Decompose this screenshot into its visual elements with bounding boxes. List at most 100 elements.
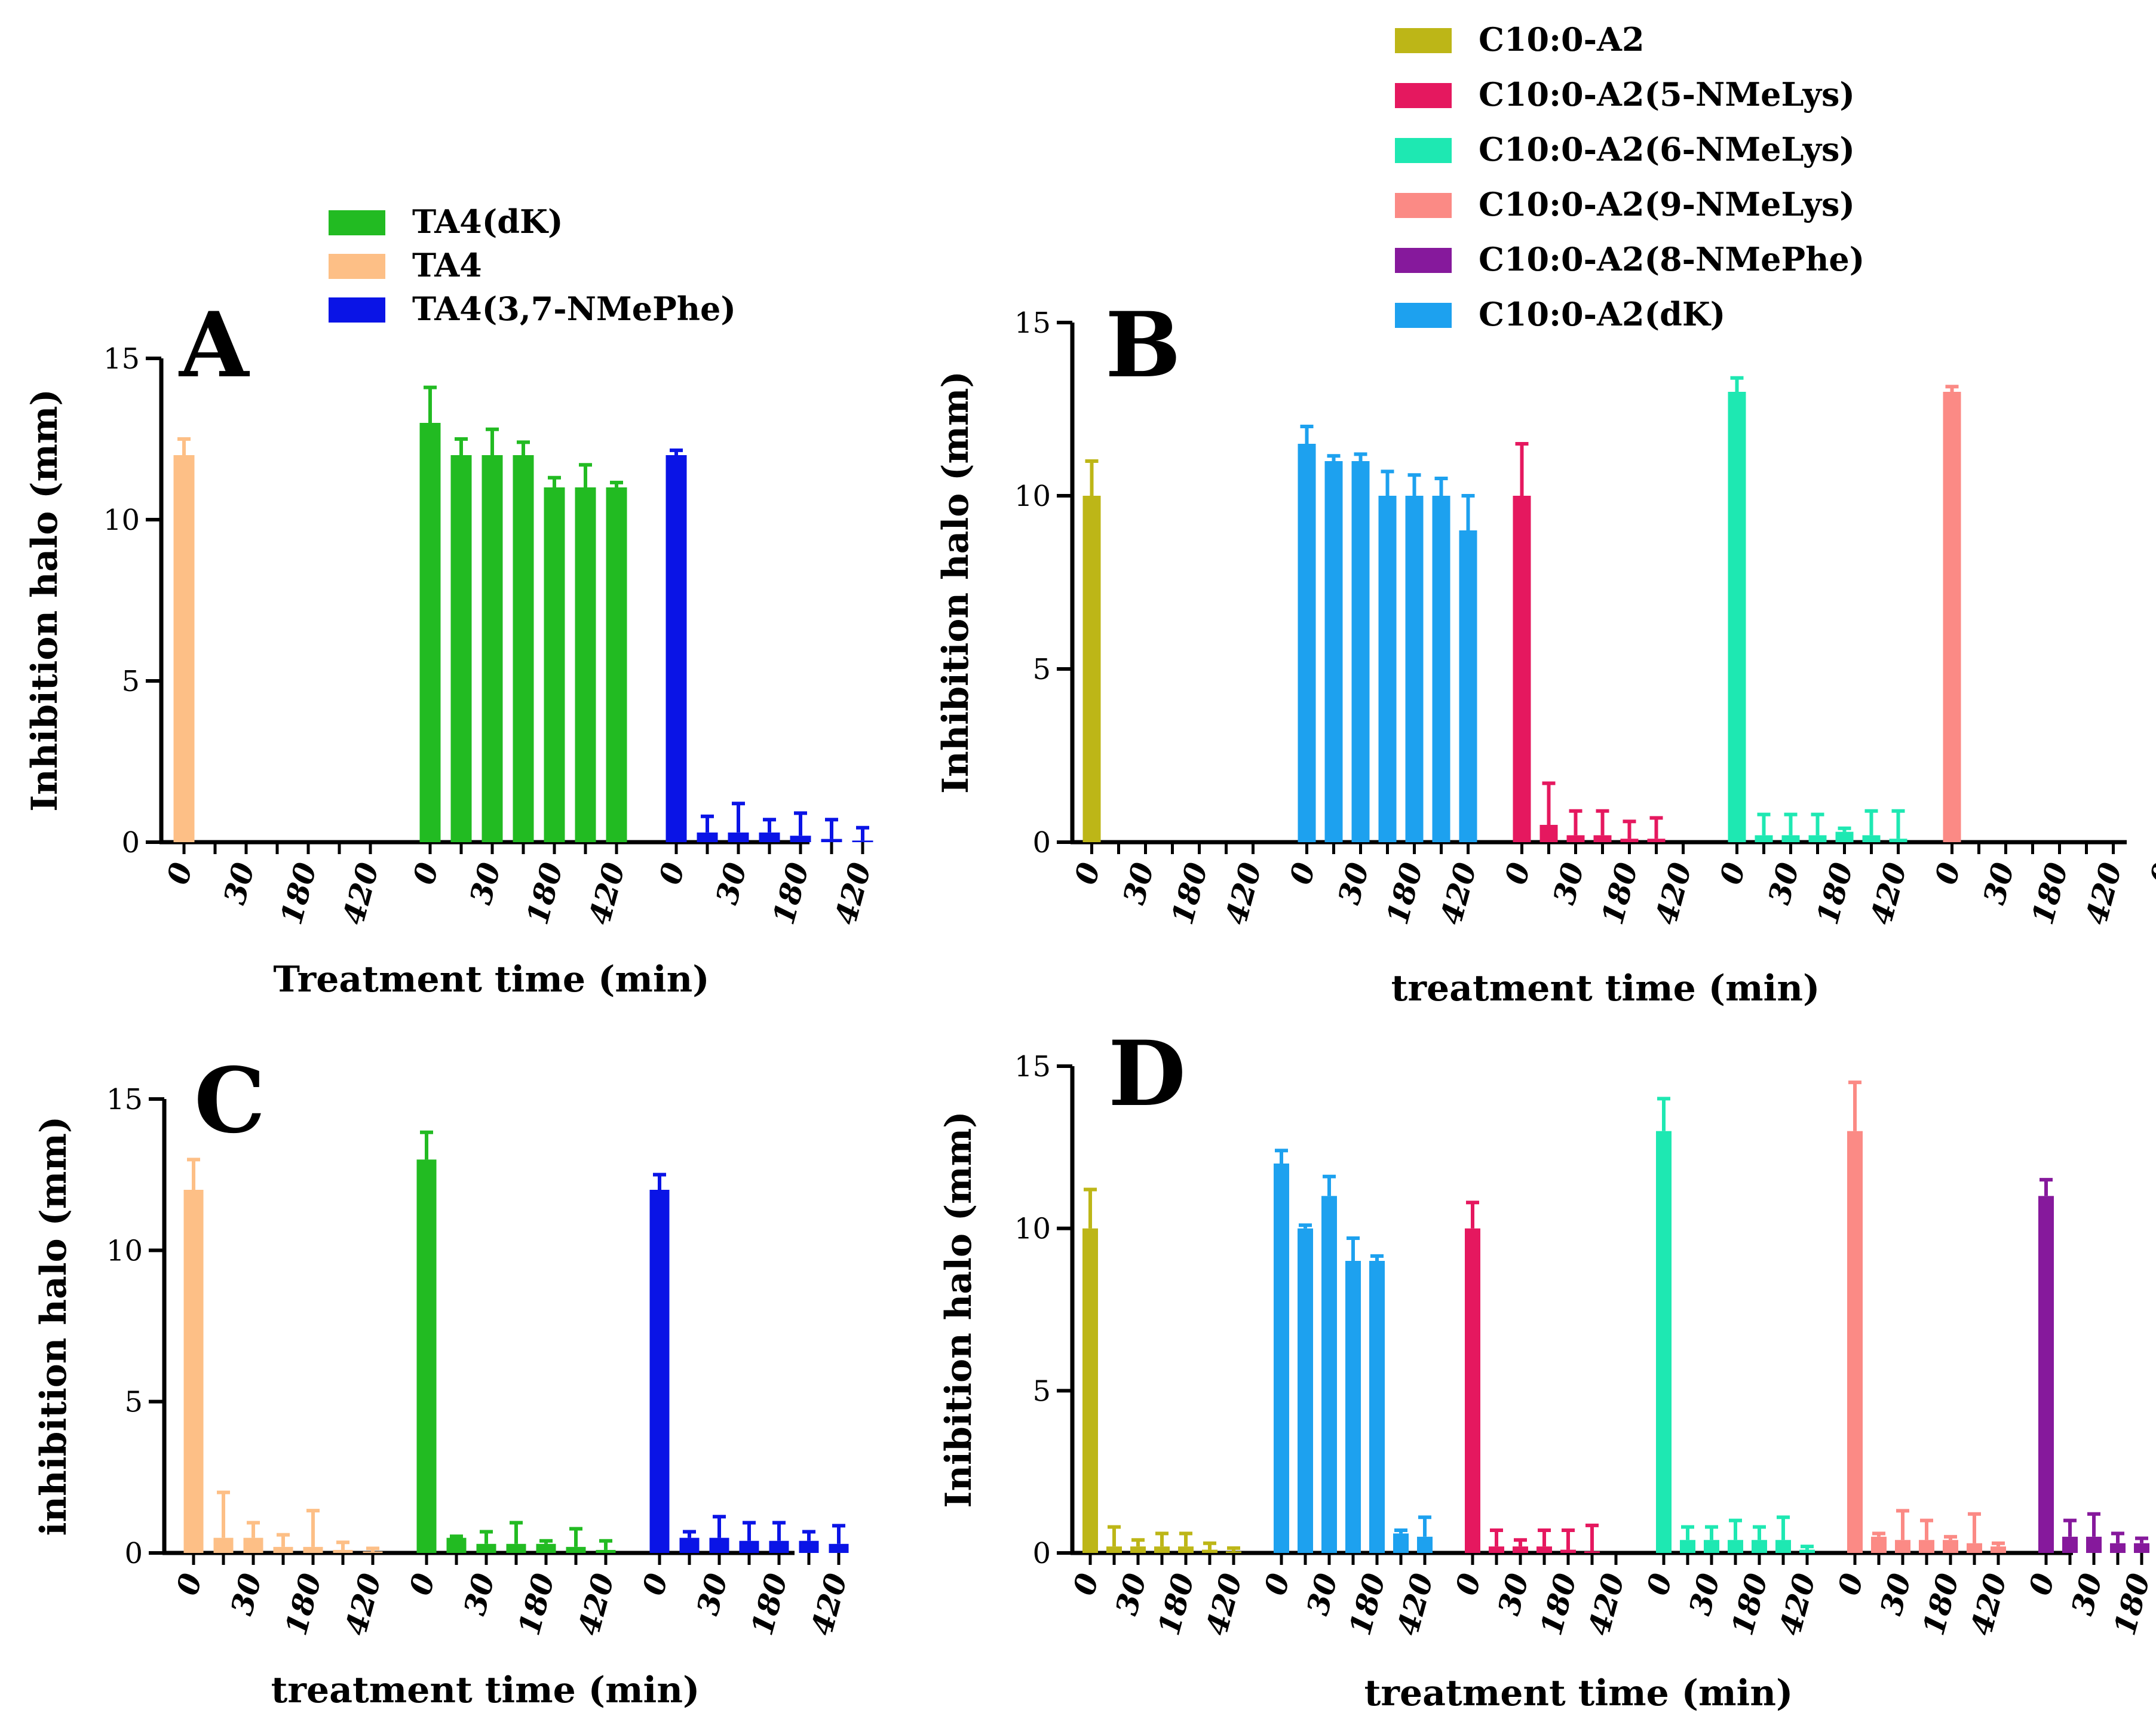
bar [1943,1540,1958,1553]
legend-swatch [1395,28,1452,53]
y-tick-label: 0 [1032,1537,1051,1570]
bar [363,1551,383,1553]
bar [213,1537,234,1553]
x-tick-label: 420 [1772,1570,1823,1639]
x-tick-label: 30 [1682,1570,1727,1619]
bar [1351,461,1370,842]
x-tick-label: 30 [2065,1570,2109,1619]
series-c10-0-a2 [1082,1187,1241,1553]
x-tick-label: 30 [1546,859,1591,908]
y-axis-title: Inhibition halo (mm) [24,389,66,812]
bar [482,455,503,842]
bar [450,455,472,842]
x-tick-label: 30 [1300,1570,1345,1619]
bar [1680,1540,1695,1553]
series-ta4-dk- [419,385,627,842]
legend-swatch [329,297,385,323]
bar [1991,1546,2006,1553]
x-tick-label: 30 [1976,859,2021,908]
x-tick-label: 420 [1390,1570,1440,1639]
x-tick-label: 180 [1810,859,1860,928]
y-tick-label: 10 [106,1234,143,1267]
bar [1405,496,1424,842]
y-tick-label: 5 [124,1386,143,1419]
series-c10-0-a2-8-nmephe- [2038,1178,2149,1553]
x-tick-label: 420 [582,859,632,928]
y-tick-label: 15 [106,1083,143,1116]
bar [1489,1546,1504,1553]
x-tick-label: 30 [463,859,508,908]
bar [1647,839,1666,842]
bar [1584,1551,1600,1553]
bar [1154,1546,1170,1553]
bar [1728,392,1746,842]
y-tick-label: 15 [1014,1050,1051,1083]
x-tick-label: 0 [2143,859,2156,888]
y-axis-title: inhibition halo (mm) [33,1116,75,1536]
bar [243,1537,263,1553]
bar [1781,835,1800,842]
bar [2110,1543,2126,1553]
bar [649,1190,670,1553]
x-tick-label: 0 [1498,859,1537,888]
series-c10-0-a2-dk- [1274,1149,1433,1553]
x-tick-label: 180 [1379,859,1430,928]
bar [1106,1546,1122,1553]
x-tick-label: 0 [160,859,200,888]
y-tick-label: 10 [1014,480,1051,513]
bar [575,487,596,842]
bar [544,487,565,842]
series-ta4 [183,1158,383,1553]
bar [419,423,441,842]
bar [1560,1549,1576,1553]
y-tick-label: 5 [1032,1374,1051,1408]
bar [1465,1228,1480,1553]
series-ta4 [173,437,195,842]
legend-swatch [329,210,385,235]
series-ta4-3-7-nmephe- [649,1172,849,1553]
bar [1345,1261,1361,1553]
bar [506,1543,526,1553]
bar [1321,1196,1337,1553]
bar [1704,1540,1719,1553]
bar [1393,1533,1409,1553]
bar [1432,496,1450,842]
legend-swatch [1395,83,1452,108]
legend-swatch [1395,138,1452,163]
series-c10-0-a2 [1082,459,1101,842]
bar [1513,1546,1528,1553]
x-tick-label: 420 [338,1570,388,1639]
x-tick-label: 30 [1116,859,1161,908]
bar [1566,835,1585,842]
x-tick-label: 0 [1449,1570,1488,1599]
bar [1967,1543,1982,1553]
bar [1130,1546,1146,1553]
x-tick-label: 180 [2025,859,2075,928]
bar [173,455,195,842]
y-axis-title: Inhibition halo (mm) [935,371,977,794]
bar [1620,839,1639,842]
bar [273,1546,293,1553]
bar [1847,1131,1863,1553]
bar [1871,1536,1887,1553]
bar [1298,444,1316,842]
x-tick-label: 30 [709,859,754,908]
bar [1369,1261,1385,1553]
bar [1593,835,1612,842]
y-tick-label: 10 [103,504,140,537]
series-ta4-3-7-nmephe- [665,448,873,842]
bar [829,1543,849,1553]
x-tick-label: 420 [571,1570,621,1639]
bar [1862,835,1881,842]
legend-swatch [329,254,385,279]
series-ta4-dk- [416,1130,616,1553]
x-tick-label: 30 [1109,1570,1154,1619]
y-tick-label: 15 [1014,306,1051,340]
x-tick-label: 420 [1218,859,1268,928]
x-tick-label: 30 [224,1570,269,1619]
bar [1656,1131,1672,1553]
